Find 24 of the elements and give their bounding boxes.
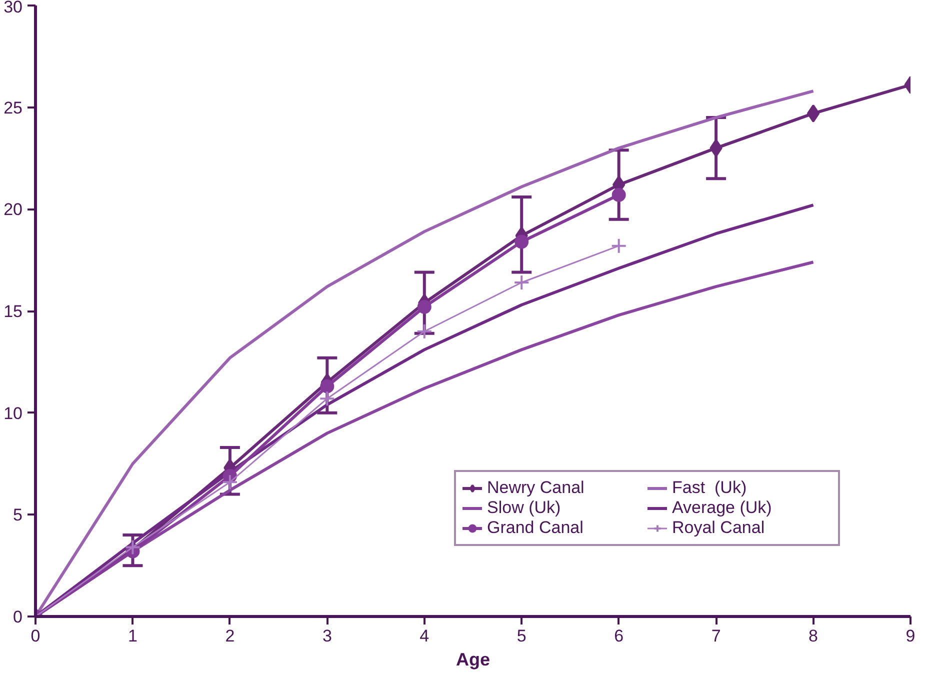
y-tick-label: 30: [4, 0, 23, 16]
legend-label: Royal Canal: [672, 518, 766, 538]
x-axis-title: Age: [456, 650, 490, 670]
x-tick-label: 9: [906, 626, 916, 646]
x-tick-label: 7: [711, 626, 721, 646]
x-tick-label: 0: [30, 626, 40, 646]
y-tick-label: 0: [13, 608, 23, 626]
y-tick-label: 20: [4, 200, 23, 220]
legend-label: Newry Canal: [487, 478, 586, 498]
x-tick-label: 2: [225, 626, 235, 646]
legend-label: Slow (Uk): [487, 498, 562, 518]
legend-label: Average (Uk): [672, 498, 773, 518]
x-tick-label: 6: [614, 626, 624, 646]
x-tick-label: 4: [420, 626, 430, 646]
x-tick-label: 3: [322, 626, 332, 646]
y-tick-label: 25: [4, 98, 23, 118]
legend-label: Grand Canal: [487, 518, 584, 538]
x-tick-label: 5: [516, 626, 526, 646]
x-tick-label: 1: [128, 626, 138, 646]
y-tick-label: 5: [13, 506, 23, 525]
y-tick-label: 15: [4, 302, 23, 321]
legend-label: Fast (Uk): [672, 478, 748, 498]
x-tick-label: 8: [808, 626, 818, 646]
y-tick-label: 10: [4, 404, 23, 423]
